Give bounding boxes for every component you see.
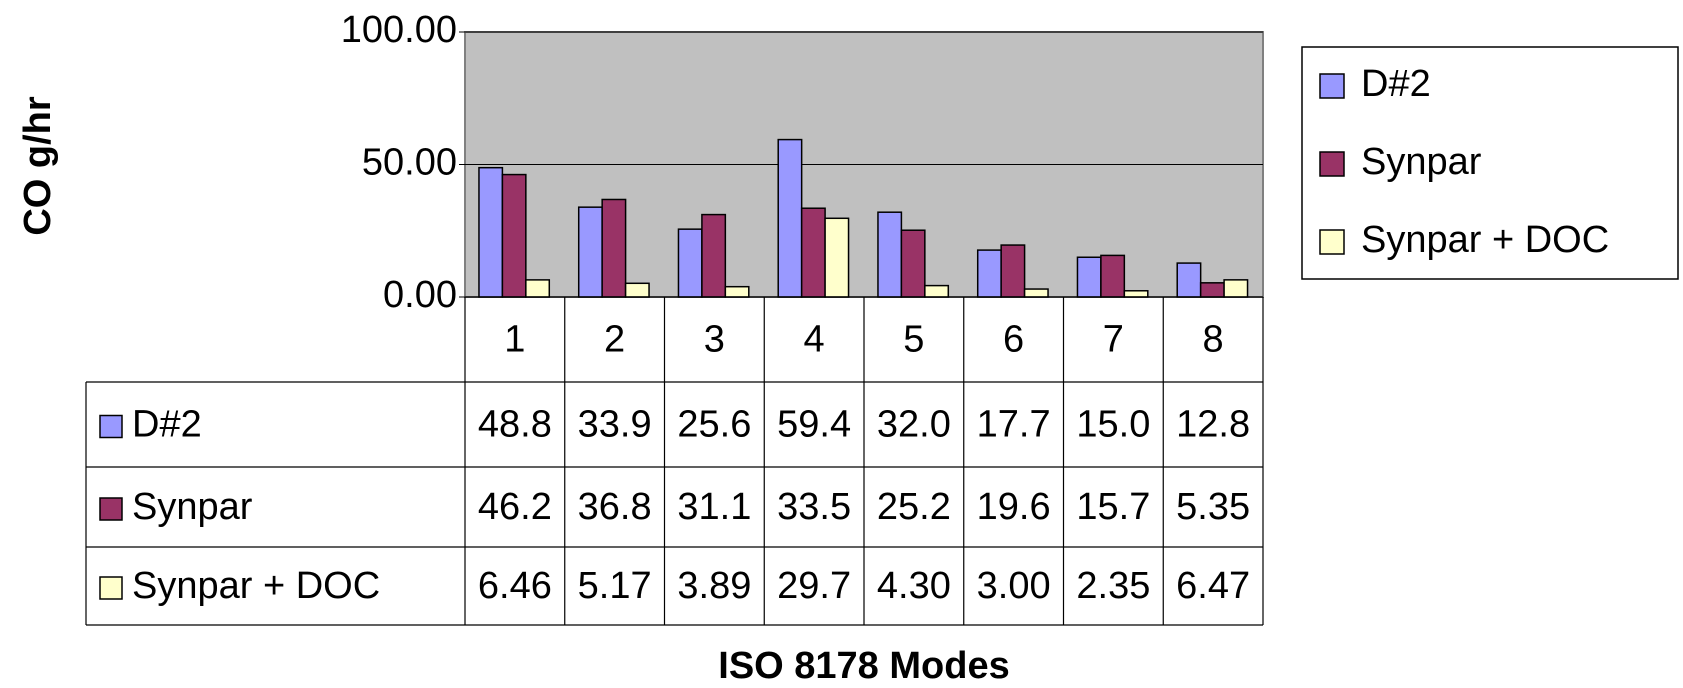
x-tick-label: 2: [604, 319, 625, 361]
legend-label: Synpar + DOC: [1361, 219, 1609, 261]
x-tick-label: 1: [504, 319, 525, 361]
table-row-label: Synpar + DOC: [132, 565, 380, 607]
bar: [624, 282, 650, 298]
x-tick-label: 3: [704, 319, 725, 361]
legend-label: Synpar: [1361, 141, 1482, 183]
y-tick-label: 50.00: [362, 142, 457, 184]
table-cell: 15.7: [1076, 486, 1150, 528]
table-cell: 6.46: [478, 565, 552, 607]
bar: [601, 198, 627, 298]
legend-key: [1319, 229, 1345, 255]
y-tick-label: 0.00: [383, 274, 457, 316]
bar: [724, 285, 750, 298]
bar: [877, 211, 903, 298]
table-cell: 33.9: [578, 404, 652, 446]
table-cell: 6.47: [1176, 565, 1250, 607]
table-cell: 31.1: [677, 486, 751, 528]
table-legend-key: [99, 576, 123, 600]
x-axis-label: ISO 8178 Modes: [718, 645, 1009, 687]
bar: [1100, 254, 1126, 298]
bar: [824, 217, 850, 298]
bar: [1223, 279, 1249, 298]
bar: [577, 206, 603, 298]
bar: [1123, 290, 1149, 298]
bar: [1023, 288, 1049, 298]
table-cell: 32.0: [877, 404, 951, 446]
y-tick-label: 100.00: [341, 9, 457, 51]
bar: [924, 284, 950, 298]
bar: [525, 279, 551, 298]
bar: [1076, 256, 1102, 298]
table-cell: 5.17: [578, 565, 652, 607]
table-cell: 17.7: [977, 404, 1051, 446]
legend-box: [1301, 46, 1679, 280]
table-legend-key: [99, 414, 123, 439]
table-cell: 36.8: [578, 486, 652, 528]
y-axis-label: CO g/hr: [17, 96, 59, 236]
bar: [701, 213, 727, 298]
x-tick-label: 7: [1103, 319, 1124, 361]
table-cell: 12.8: [1176, 404, 1250, 446]
table-cell: 25.6: [677, 404, 751, 446]
table-cell: 33.5: [777, 486, 851, 528]
table-row-label: Synpar: [132, 486, 253, 528]
table-cell: 2.35: [1076, 565, 1150, 607]
bar: [800, 207, 826, 298]
bar: [1000, 244, 1026, 298]
table-cell: 29.7: [777, 565, 851, 607]
table-row-label: D#2: [132, 404, 202, 446]
table-cell: 15.0: [1076, 404, 1150, 446]
legend-label: D#2: [1361, 63, 1431, 105]
table-cell: 25.2: [877, 486, 951, 528]
bar: [677, 228, 703, 298]
bar: [1199, 282, 1225, 298]
bar: [501, 173, 527, 298]
bar: [478, 166, 504, 298]
table-cell: 46.2: [478, 486, 552, 528]
table-legend-key: [99, 497, 123, 521]
table-cell: 3.00: [977, 565, 1051, 607]
table-cell: 4.30: [877, 565, 951, 607]
bar: [777, 138, 803, 298]
bar: [900, 229, 926, 298]
table-cell: 5.35: [1176, 486, 1250, 528]
legend-key: [1319, 73, 1345, 99]
table-cell: 19.6: [977, 486, 1051, 528]
x-tick-label: 6: [1003, 319, 1024, 361]
table-cell: 59.4: [777, 404, 851, 446]
x-tick-label: 5: [903, 319, 924, 361]
table-cell: 3.89: [677, 565, 751, 607]
x-tick-label: 8: [1203, 319, 1224, 361]
bar: [976, 249, 1002, 298]
bar: [1176, 262, 1202, 298]
table-cell: 48.8: [478, 404, 552, 446]
x-tick-label: 4: [804, 319, 825, 361]
legend-key: [1319, 151, 1345, 177]
